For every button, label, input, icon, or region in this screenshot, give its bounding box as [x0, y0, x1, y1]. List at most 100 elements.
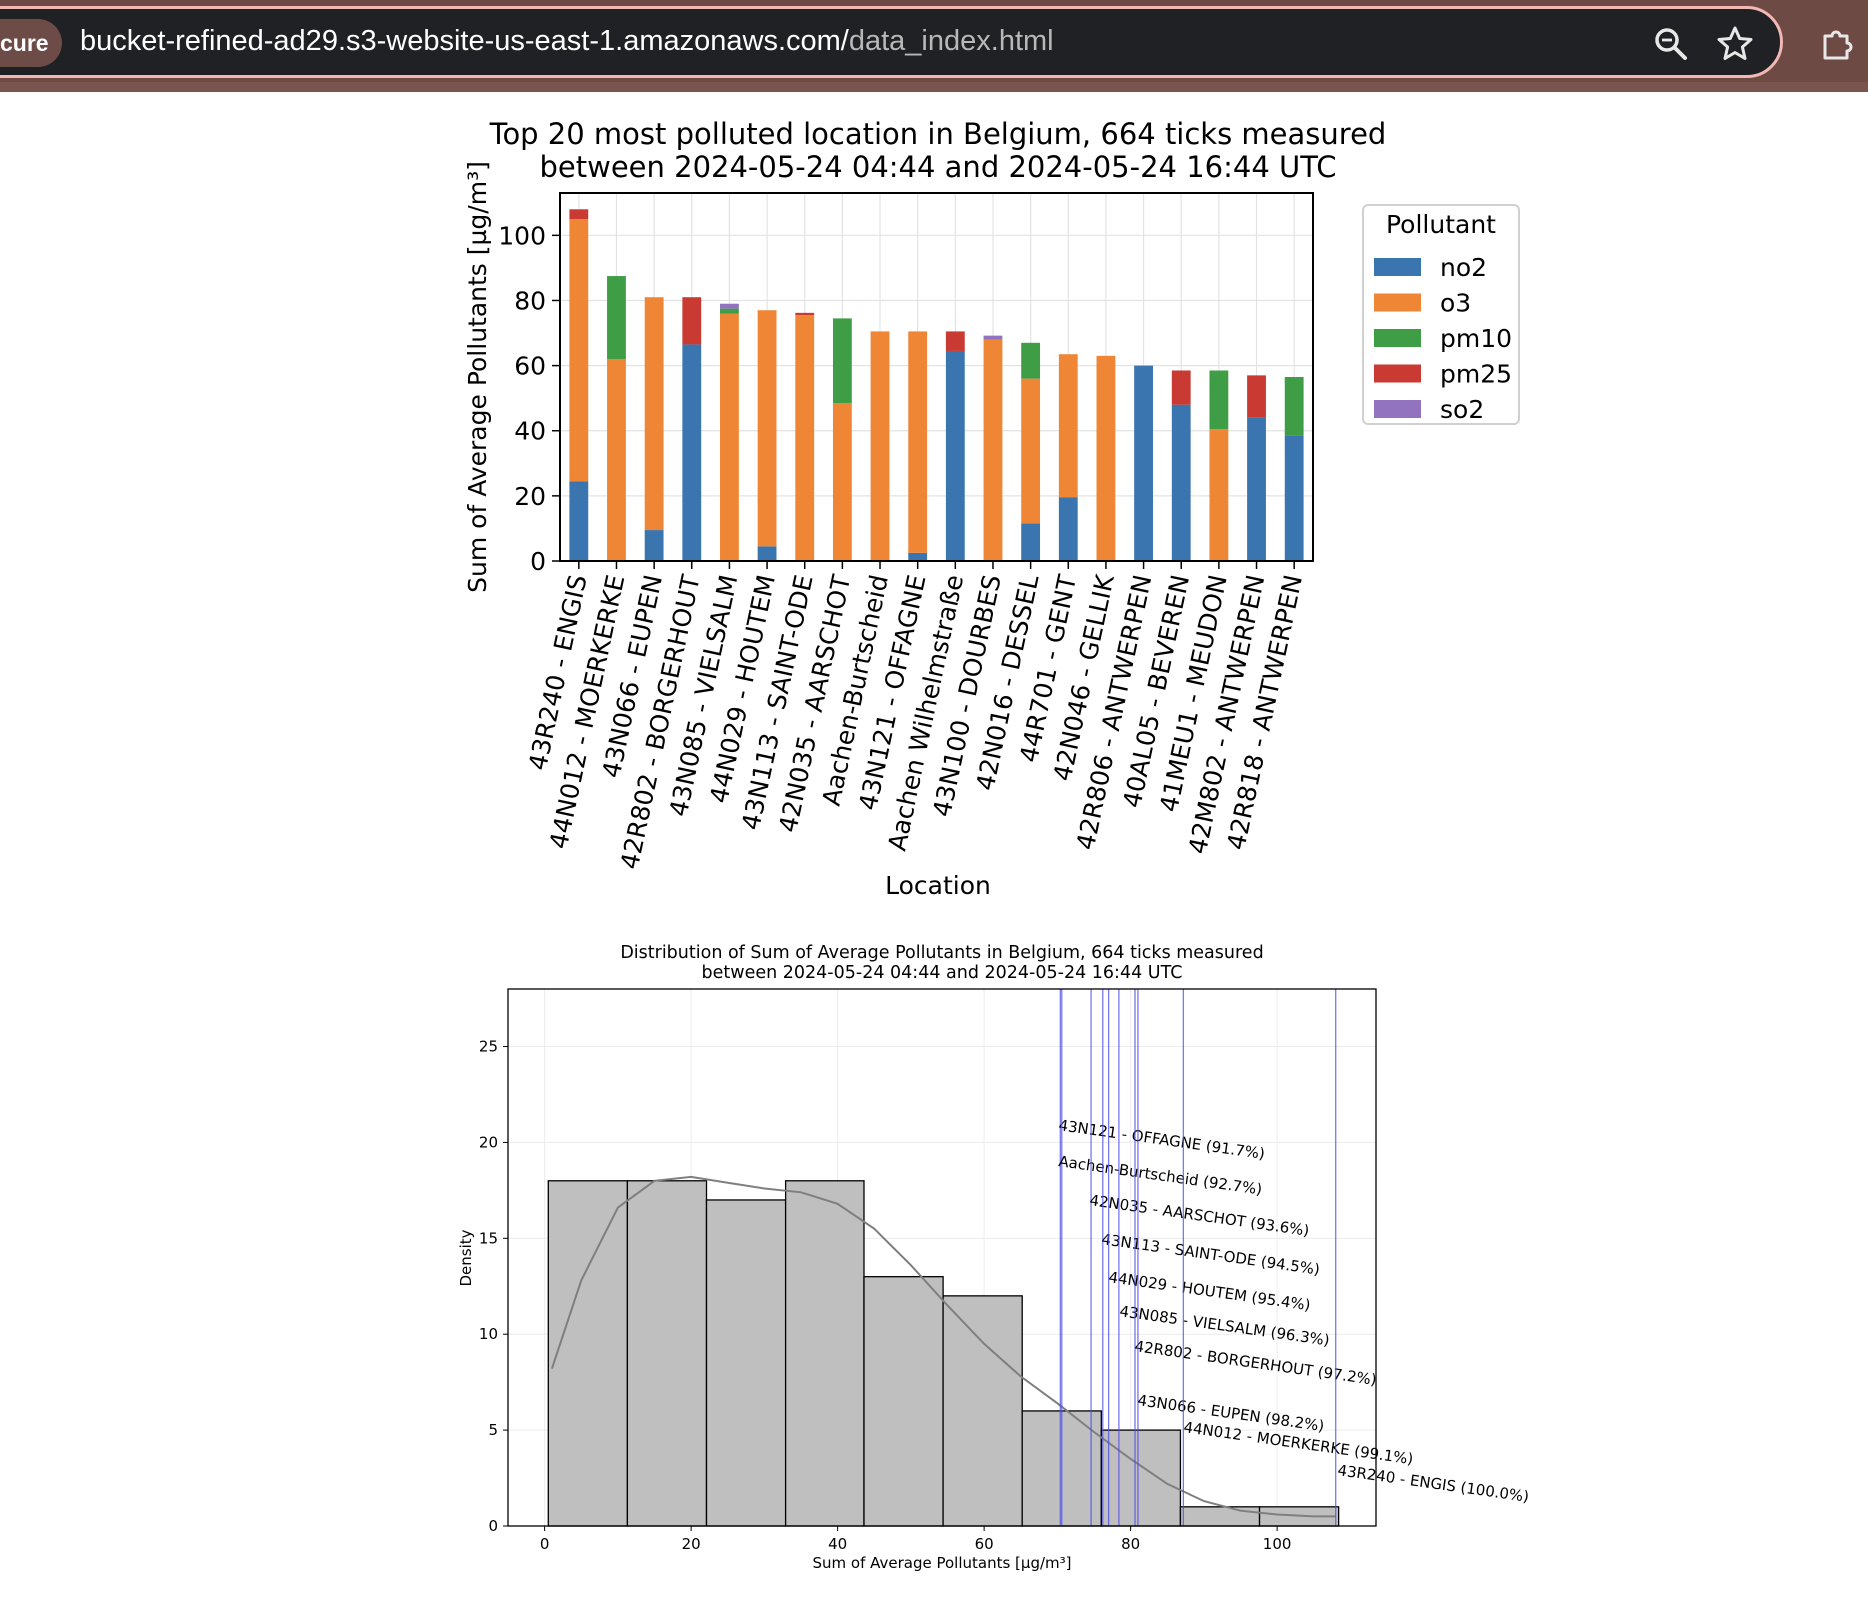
- histogram-x-ticks: 0 20 40 60 80 100: [540, 1526, 1291, 1553]
- bar-segment-pm10: [832, 318, 852, 404]
- bar-y-tick-label: 80: [514, 286, 546, 315]
- histogram-x-tick-label: 60: [975, 1535, 994, 1553]
- legend-items: no2 o3 pm10 pm25 so2: [1374, 253, 1512, 424]
- bar-segment-pm25: [1171, 370, 1191, 405]
- histogram-bin: [705, 1199, 787, 1527]
- histogram-x-tick-label: 80: [1121, 1535, 1140, 1553]
- bar-segment-pm10: [607, 276, 626, 360]
- histogram-y-tick-label: 25: [479, 1038, 498, 1056]
- bar-segment-pm25: [1247, 375, 1266, 418]
- bar-y-tick-label: 60: [514, 352, 546, 381]
- bar-chart-y-axis-label: Sum of Average Pollutants [µg/m³]: [463, 161, 492, 593]
- bar-segment-pm25: [945, 331, 965, 351]
- histogram-bins: [547, 1180, 1340, 1527]
- histogram-title-line-1: Distribution of Sum of Average Pollutant…: [620, 943, 1263, 963]
- legend-label-pm10: pm10: [1440, 324, 1512, 353]
- star-icon[interactable]: [1715, 24, 1755, 64]
- bar-segment-pm25: [569, 209, 589, 220]
- legend-swatch-o3: [1374, 293, 1421, 312]
- bar-chart-legend: Pollutant no2 o3 pm10 pm25 so2: [1362, 204, 1520, 425]
- histogram-x-axis-label: Sum of Average Pollutants [µg/m³]: [812, 1554, 1071, 1572]
- bar-segment-pm10: [720, 308, 739, 314]
- bar-segment-no2: [1247, 417, 1266, 561]
- url-text[interactable]: bucket-refined-ad29.s3-website-us-east-1…: [80, 25, 1054, 58]
- histogram-bin: [863, 1276, 944, 1527]
- histogram-y-tick-label: 10: [479, 1325, 498, 1343]
- histogram-x-tick-label: 40: [828, 1535, 847, 1553]
- bar-segment-no2: [1171, 404, 1191, 561]
- address-bar[interactable]: [0, 6, 1783, 78]
- bar-segment-pm25: [682, 297, 702, 345]
- bar-segment-no2: [569, 481, 589, 561]
- bar-segment-o3: [832, 403, 852, 561]
- bar-segment-o3: [870, 331, 890, 561]
- legend-label-o3: o3: [1440, 289, 1471, 318]
- bar-y-tick-label: 20: [514, 482, 546, 511]
- histogram-bin: [547, 1180, 629, 1527]
- histogram-x-tick-label: 0: [540, 1535, 550, 1553]
- histogram-y-tick-label: 5: [488, 1421, 498, 1439]
- bar-segment-no2: [682, 344, 702, 561]
- legend-swatch-pm25: [1374, 364, 1421, 383]
- histogram-y-ticks: 0 5 10 15 20 25: [479, 1038, 508, 1535]
- legend-label-pm25: pm25: [1440, 360, 1512, 389]
- bar-chart-y-ticks: 0 20 40 60 80 100: [498, 221, 560, 576]
- zoom-icon[interactable]: [1651, 24, 1691, 64]
- histogram-y-axis-label: Density: [457, 1229, 475, 1286]
- bar-segment-o3: [720, 313, 739, 561]
- url-host: bucket-refined-ad29.s3-website-us-east-1…: [80, 25, 849, 57]
- bar-segment-o3: [644, 297, 664, 531]
- histogram-plot-frame: [507, 988, 1377, 1527]
- legend-label-so2: so2: [1440, 395, 1484, 424]
- histogram-title-line-2: between 2024-05-24 04:44 and 2024-05-24 …: [702, 963, 1183, 983]
- bar-segment-no2: [1021, 523, 1041, 561]
- legend-swatch-so2: [1374, 400, 1421, 418]
- bar-segment-pm10: [1021, 342, 1041, 379]
- bar-segment-no2: [945, 350, 965, 561]
- bar-segment-no2: [1134, 365, 1153, 561]
- histogram-chart: Distribution of Sum of Average Pollutant…: [457, 943, 1530, 1572]
- bar-chart-bars: [569, 209, 1304, 561]
- bar-chart-grid: [560, 193, 1313, 562]
- bar-segment-o3: [607, 359, 626, 561]
- bar-plot-frame: [559, 192, 1314, 562]
- bar-segment-o3: [757, 310, 777, 547]
- bar-y-tick-label: 0: [530, 547, 546, 576]
- bar-segment-no2: [1284, 435, 1304, 561]
- histogram-kde-curve: [550, 1175, 1336, 1518]
- bar-segment-o3: [983, 339, 1003, 561]
- url-path: data_index.html: [848, 25, 1054, 57]
- histogram-y-tick-label: 20: [479, 1133, 498, 1151]
- bar-segment-no2: [757, 546, 777, 561]
- legend-swatch-pm10: [1374, 329, 1421, 347]
- bar-y-tick-label: 40: [514, 417, 546, 446]
- histogram-x-tick-label: 20: [682, 1535, 701, 1553]
- bar-segment-no2: [644, 530, 664, 561]
- bar-segment-pm10: [1284, 377, 1304, 436]
- bar-segment-so2: [720, 303, 739, 309]
- legend-label-no2: no2: [1440, 253, 1487, 282]
- bar-chart-title-line-2: between 2024-05-24 04:44 and 2024-05-24 …: [540, 150, 1337, 184]
- bar-chart-title-line-1: Top 20 most polluted location in Belgium…: [489, 117, 1387, 151]
- extensions-icon[interactable]: [1817, 24, 1857, 64]
- legend-title: Pollutant: [1386, 210, 1496, 239]
- security-chip[interactable]: cure: [0, 19, 62, 67]
- histogram-bin: [1179, 1506, 1261, 1527]
- browser-toolbar: cure bucket-refined-ad29.s3-website-us-e…: [0, 0, 1868, 92]
- bar-segment-o3: [569, 219, 589, 482]
- bar-segment-o3: [1096, 355, 1116, 561]
- bar-segment-pm10: [1209, 370, 1229, 430]
- bar-segment-o3: [1058, 354, 1078, 498]
- histogram-y-tick-label: 0: [488, 1517, 498, 1535]
- histogram-marker-label: 43R240 - ENGIS (100.0%): [1336, 1461, 1530, 1506]
- histogram-y-tick-label: 15: [479, 1229, 498, 1247]
- bar-segment-pm25: [795, 312, 815, 316]
- histogram-bin: [942, 1295, 1023, 1527]
- bar-segment-o3: [1209, 429, 1229, 561]
- histogram-marker-label: Aachen-Burtscheid (92.7%): [1057, 1152, 1263, 1198]
- histogram-bin: [784, 1180, 865, 1527]
- legend-swatch-no2: [1374, 258, 1421, 276]
- toolbar-divider: [0, 82, 1868, 92]
- histogram-bin: [1100, 1429, 1182, 1527]
